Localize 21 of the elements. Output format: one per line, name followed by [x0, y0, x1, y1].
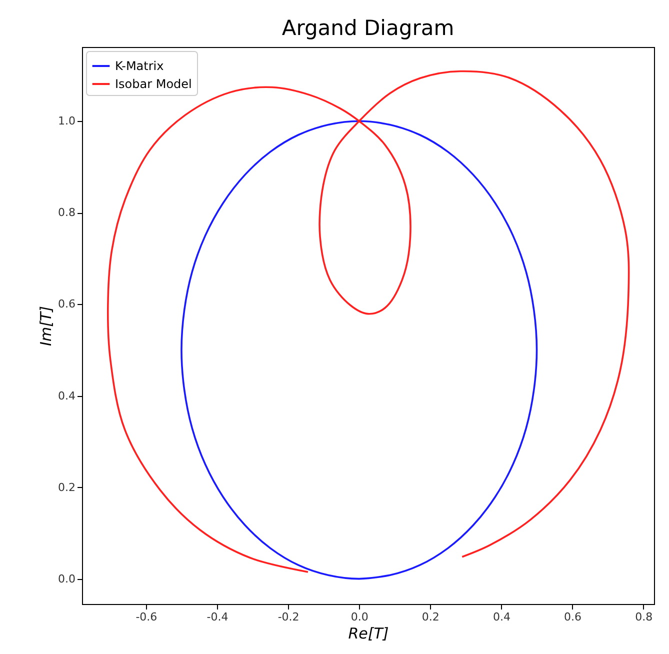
legend-label: Isobar Model — [115, 77, 192, 91]
y-tick-label: 0.8 — [58, 206, 76, 220]
x-axis-title: Re[T] — [348, 624, 389, 642]
y-tick-label: 0.2 — [58, 480, 76, 494]
x-tick-label: 0.0 — [350, 610, 368, 624]
y-axis-title: Im[T] — [37, 306, 56, 346]
y-tick-label: 0.4 — [58, 389, 76, 402]
legend-label: K-Matrix — [115, 59, 164, 73]
line-series — [106, 70, 630, 573]
chart-title: Argand Diagram — [282, 16, 454, 40]
y-tick-label: 1.0 — [58, 114, 76, 128]
x-tick-label: 0.4 — [492, 610, 510, 624]
x-tick-label: 0.8 — [635, 610, 653, 624]
line-series — [180, 120, 538, 580]
x-tick-label: -0.4 — [206, 610, 228, 624]
y-tick-label: 0.0 — [58, 572, 76, 586]
x-tick-label: -0.2 — [278, 610, 300, 624]
x-tick-label: 0.6 — [564, 610, 582, 624]
x-tick-label: 0.2 — [422, 610, 440, 624]
y-tick-label: 0.6 — [58, 298, 76, 311]
x-tick-label: -0.6 — [136, 610, 158, 624]
